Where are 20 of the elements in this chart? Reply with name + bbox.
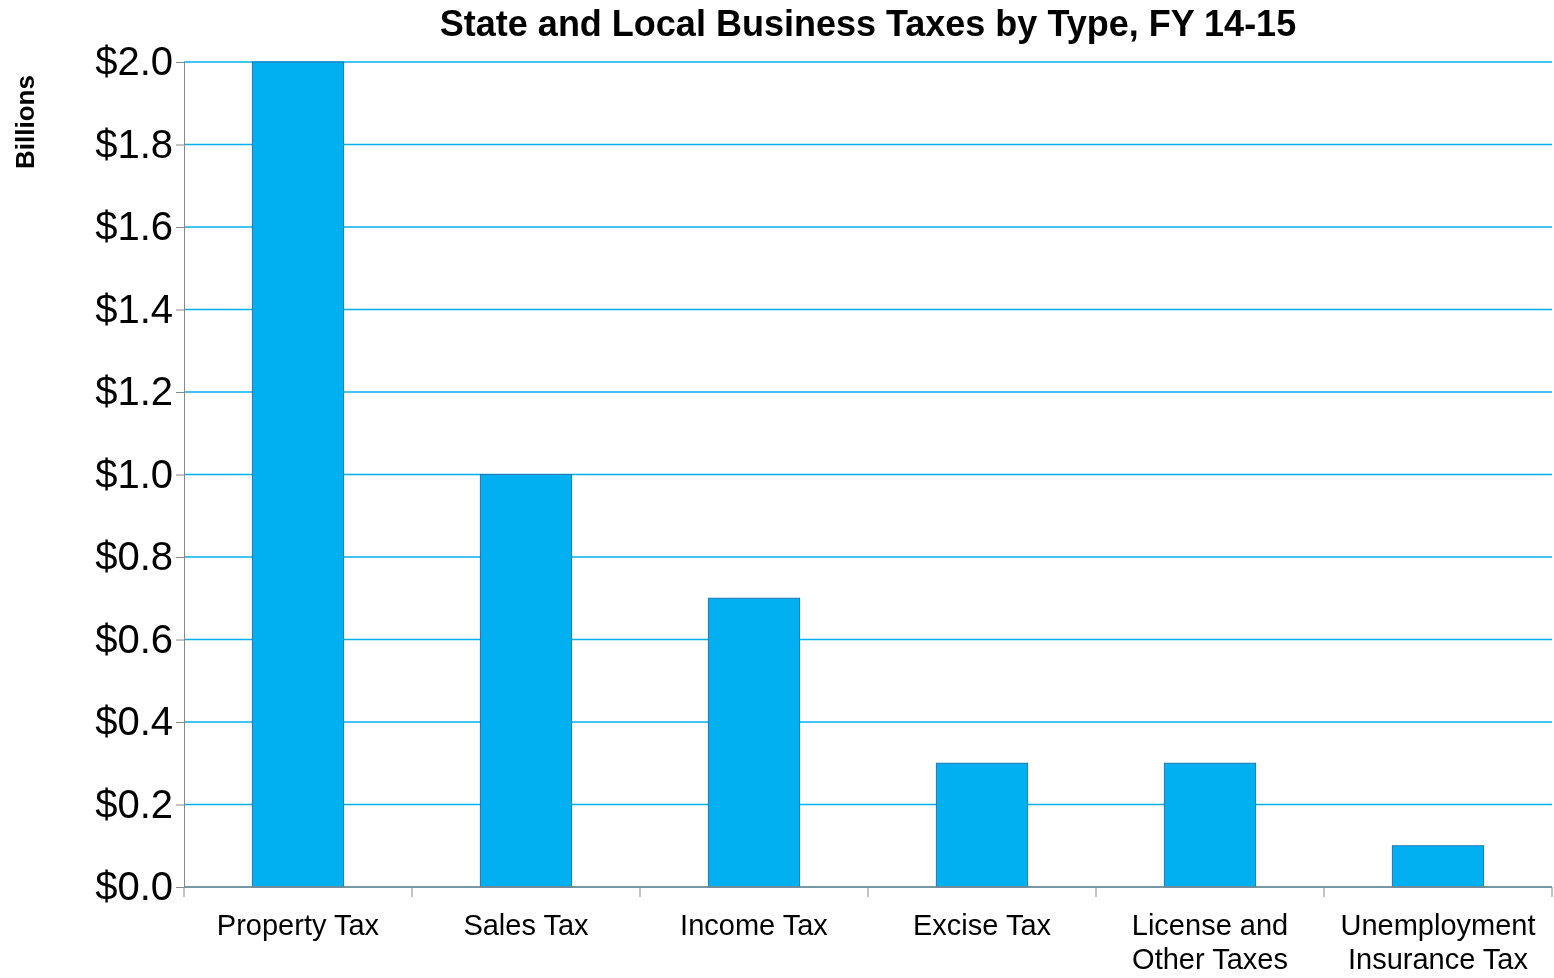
y-tick-label: $0.2 [95,781,173,826]
x-tick-label: License and Other Taxes [1131,909,1289,975]
y-tick-label: $0.0 [95,864,173,909]
y-tick-label: $0.8 [95,534,173,579]
x-tick-label: Sales Tax [463,909,590,941]
x-tick-label: Unemployment Insurance Tax [1340,909,1536,975]
y-tick-label: $2.0 [95,39,173,84]
x-tick-label: Property Tax [216,909,380,941]
chart-title: State and Local Business Taxes by Type, FY 14-15 [439,3,1297,44]
bar [1391,845,1485,888]
x-tick-label: Income Tax [680,909,829,941]
y-tick-label: $1.4 [95,286,173,331]
y-axis-title: Billions [10,75,40,169]
y-tick-label: $1.0 [95,451,173,496]
y-tick-label: $1.6 [95,204,173,249]
x-tick-label: Excise Tax [912,909,1052,941]
y-tick-label: $1.8 [95,121,173,166]
y-tick-label: $1.2 [95,369,173,414]
y-tick-label: $0.6 [95,616,173,661]
y-tick-label: $0.4 [95,699,173,744]
